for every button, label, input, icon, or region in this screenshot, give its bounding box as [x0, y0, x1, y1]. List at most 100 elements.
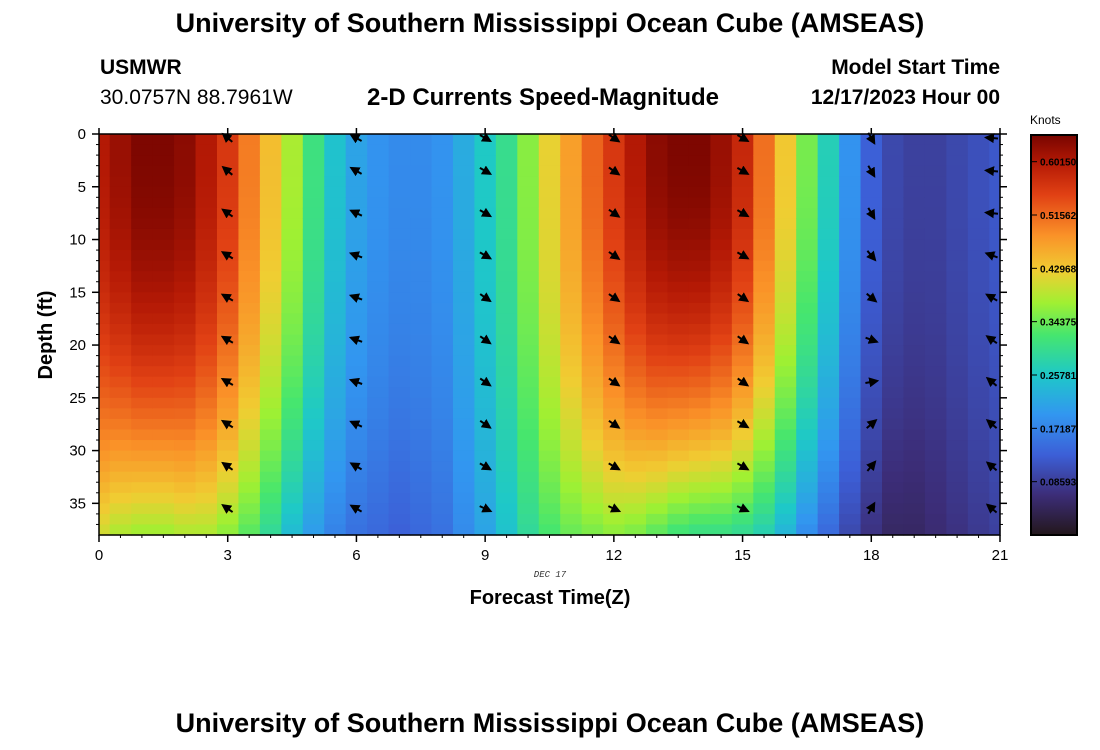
heatmap-cell: [538, 239, 561, 251]
heatmap-cell: [474, 524, 497, 536]
heatmap-cell: [710, 207, 733, 220]
heatmap-cell: [431, 461, 454, 473]
heatmap-cell: [109, 155, 132, 167]
heatmap-cell: [581, 228, 604, 241]
heatmap-cell: [302, 418, 325, 431]
current-arrow: [736, 207, 750, 218]
heatmap-cell: [302, 197, 325, 209]
heatmap-cell: [495, 503, 518, 515]
heatmap-cell: [967, 165, 990, 177]
heatmap-cell: [560, 492, 583, 504]
heatmap-cell: [882, 471, 905, 483]
heatmap-cell: [109, 482, 132, 494]
heatmap-cell: [924, 228, 947, 241]
heatmap-cell: [538, 503, 561, 515]
heatmap-cell: [302, 429, 325, 441]
heatmap-cell: [753, 397, 776, 409]
current-arrow: [865, 207, 876, 221]
heatmap-cell: [753, 260, 776, 272]
heatmap-cell: [474, 176, 497, 188]
heatmap-cell: [731, 144, 754, 156]
heatmap-cell: [946, 313, 969, 325]
heatmap-cell: [860, 355, 883, 367]
heatmap-cell: [345, 471, 368, 483]
heatmap-cell: [860, 429, 883, 441]
heatmap-cell: [388, 292, 411, 304]
heatmap-cell: [882, 302, 905, 314]
heatmap-cell: [410, 176, 433, 188]
heatmap-cell: [710, 513, 733, 526]
heatmap-cell: [152, 503, 175, 515]
heatmap-cell: [924, 387, 947, 399]
heatmap-cell: [452, 218, 476, 230]
heatmap-cell: [302, 376, 325, 388]
heatmap-cell: [259, 503, 282, 515]
heatmap-cell: [839, 155, 862, 167]
heatmap-cell: [688, 440, 711, 452]
heatmap-cell: [324, 387, 347, 399]
heatmap-cell: [839, 450, 862, 462]
heatmap-cell: [152, 134, 175, 146]
heatmap-cell: [302, 524, 325, 536]
heatmap-cell: [410, 250, 433, 262]
heatmap-cell: [667, 228, 690, 241]
heatmap-cell: [903, 503, 926, 515]
heatmap-cell: [174, 450, 197, 462]
heatmap-cell: [817, 471, 840, 483]
heatmap-cell: [259, 292, 282, 304]
heatmap-cell: [410, 271, 433, 283]
heatmap-cell: [474, 482, 497, 494]
heatmap-cell: [174, 260, 197, 272]
heatmap-cell: [774, 397, 797, 409]
heatmap-cell: [646, 176, 669, 188]
heatmap-cell: [259, 260, 282, 272]
heatmap-cell: [903, 228, 926, 241]
heatmap-cell: [152, 292, 175, 304]
heatmap-cell: [345, 397, 368, 409]
heatmap-cell: [624, 345, 647, 357]
heatmap-cell: [667, 503, 690, 515]
heatmap-cell: [753, 281, 776, 293]
heatmap-cell: [238, 302, 261, 314]
heatmap-cell: [710, 250, 733, 262]
heatmap-cell: [367, 482, 390, 494]
heatmap-cell: [903, 134, 926, 146]
heatmap-cell: [946, 450, 969, 462]
heatmap-cell: [431, 513, 454, 526]
heatmap-cell: [624, 313, 647, 325]
heatmap-cell: [688, 302, 711, 314]
heatmap-cell: [560, 302, 583, 314]
heatmap-cell: [581, 450, 604, 462]
heatmap-cell: [774, 197, 797, 209]
heatmap-cell: [989, 176, 1001, 188]
current-arrow: [221, 461, 234, 472]
heatmap-cell: [152, 271, 175, 283]
heatmap-cell: [109, 281, 132, 293]
current-arrow: [984, 133, 999, 144]
heatmap-cell: [967, 155, 990, 167]
heatmap-cell: [195, 450, 218, 462]
current-arrow: [220, 419, 234, 430]
heatmap-cell: [882, 228, 905, 241]
heatmap-cell: [774, 218, 797, 230]
heatmap-cell: [281, 144, 304, 156]
heatmap-cell: [259, 461, 282, 473]
heatmap-cell: [667, 524, 690, 536]
heatmap-cell: [238, 418, 261, 431]
heatmap-cell: [99, 313, 111, 325]
current-arrow: [479, 503, 493, 513]
heatmap-cell: [967, 355, 990, 367]
heatmap-cell: [109, 218, 132, 230]
heatmap-cell: [345, 271, 368, 283]
heatmap-cell: [259, 281, 282, 293]
heatmap-cell: [324, 134, 347, 146]
heatmap-cell: [195, 513, 218, 526]
heatmap-cell: [431, 387, 454, 399]
heatmap-cell: [817, 228, 840, 241]
heatmap-cell: [667, 302, 690, 314]
heatmap-cell: [688, 218, 711, 230]
heatmap-cell: [624, 397, 647, 409]
heatmap-cell: [131, 186, 154, 198]
heatmap-cell: [796, 408, 819, 420]
heatmap-cell: [538, 218, 561, 230]
